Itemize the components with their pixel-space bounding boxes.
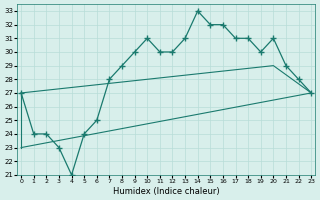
X-axis label: Humidex (Indice chaleur): Humidex (Indice chaleur) [113,187,220,196]
